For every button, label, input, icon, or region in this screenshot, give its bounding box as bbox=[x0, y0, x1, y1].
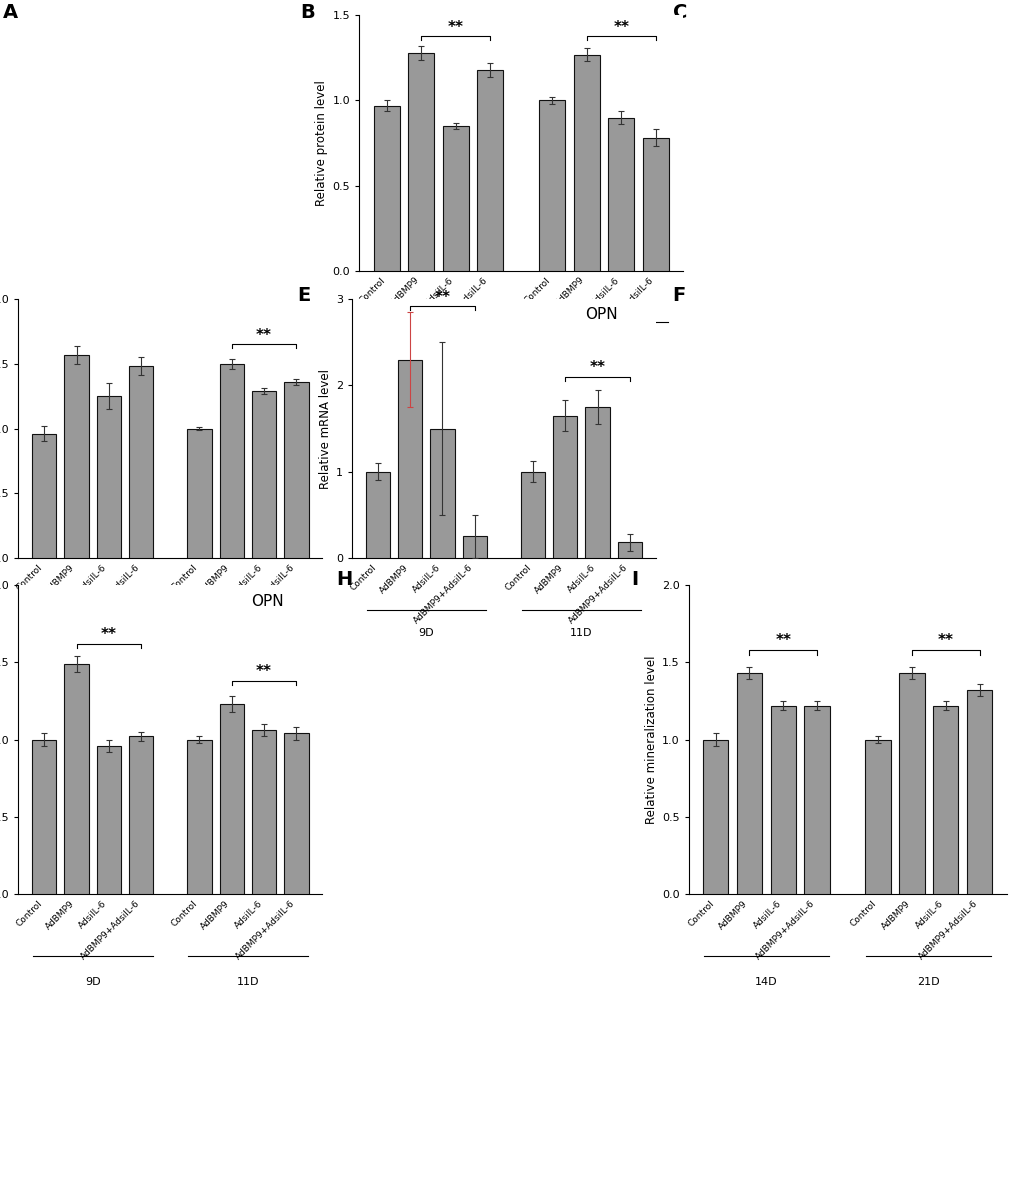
Bar bbox=[477, 70, 502, 271]
Bar bbox=[552, 415, 577, 558]
Text: **: ** bbox=[434, 290, 450, 305]
Bar bbox=[521, 471, 544, 558]
Bar bbox=[187, 740, 211, 894]
Bar bbox=[864, 740, 890, 894]
Bar bbox=[736, 673, 761, 894]
Bar bbox=[366, 471, 389, 558]
Text: 9D: 9D bbox=[85, 977, 101, 988]
Text: H: H bbox=[336, 570, 353, 589]
Text: OPN: OPN bbox=[251, 595, 283, 609]
Bar bbox=[463, 537, 486, 558]
Text: 48h: 48h bbox=[593, 339, 614, 349]
Bar bbox=[702, 740, 728, 894]
Y-axis label: Relative protein level: Relative protein level bbox=[315, 80, 328, 207]
Text: C: C bbox=[672, 2, 686, 21]
Text: **: ** bbox=[774, 634, 791, 648]
Bar bbox=[33, 740, 56, 894]
Text: 21D: 21D bbox=[917, 977, 940, 988]
Bar bbox=[442, 126, 468, 271]
Text: **: ** bbox=[936, 634, 953, 648]
Bar bbox=[618, 542, 641, 558]
Text: A: A bbox=[3, 2, 18, 21]
Bar bbox=[97, 745, 121, 894]
Bar bbox=[373, 106, 399, 271]
Text: 11D: 11D bbox=[236, 977, 259, 988]
Bar bbox=[899, 673, 923, 894]
Bar bbox=[129, 736, 153, 894]
Bar bbox=[97, 396, 121, 558]
Bar bbox=[804, 705, 829, 894]
Text: 14D: 14D bbox=[754, 977, 776, 988]
Bar bbox=[129, 367, 153, 558]
Bar bbox=[284, 734, 308, 894]
Bar bbox=[397, 360, 422, 558]
Bar bbox=[539, 101, 565, 271]
Bar bbox=[64, 664, 89, 894]
Bar bbox=[187, 429, 211, 558]
Bar bbox=[966, 690, 991, 894]
Text: E: E bbox=[297, 286, 310, 305]
Bar bbox=[408, 53, 434, 271]
Bar bbox=[770, 705, 795, 894]
Bar bbox=[219, 364, 244, 558]
Text: **: ** bbox=[612, 19, 629, 34]
Bar bbox=[284, 382, 308, 558]
Bar bbox=[219, 704, 244, 894]
Text: I: I bbox=[631, 570, 638, 589]
Text: 24h: 24h bbox=[427, 339, 448, 349]
Text: 7D: 7D bbox=[239, 628, 256, 637]
Bar bbox=[642, 138, 668, 271]
Bar bbox=[932, 705, 958, 894]
Bar bbox=[33, 433, 56, 558]
Text: **: ** bbox=[589, 361, 605, 375]
Text: **: ** bbox=[101, 627, 117, 642]
Text: **: ** bbox=[447, 19, 464, 34]
Text: F: F bbox=[672, 286, 685, 305]
Y-axis label: Relative mineralization level: Relative mineralization level bbox=[644, 655, 657, 824]
Text: 9D: 9D bbox=[418, 628, 434, 637]
Bar bbox=[607, 118, 634, 271]
Text: 5D: 5D bbox=[85, 628, 101, 637]
Y-axis label: Relative mRNA level: Relative mRNA level bbox=[318, 368, 331, 489]
Bar bbox=[574, 55, 599, 271]
Text: OPN: OPN bbox=[584, 307, 616, 322]
Text: 11D: 11D bbox=[570, 628, 592, 637]
Bar bbox=[252, 391, 276, 558]
Text: **: ** bbox=[256, 665, 272, 679]
Bar bbox=[585, 407, 609, 558]
Text: B: B bbox=[301, 2, 315, 21]
Bar bbox=[252, 730, 276, 894]
Text: **: ** bbox=[256, 328, 272, 343]
Bar bbox=[64, 355, 89, 558]
Bar bbox=[430, 429, 454, 558]
